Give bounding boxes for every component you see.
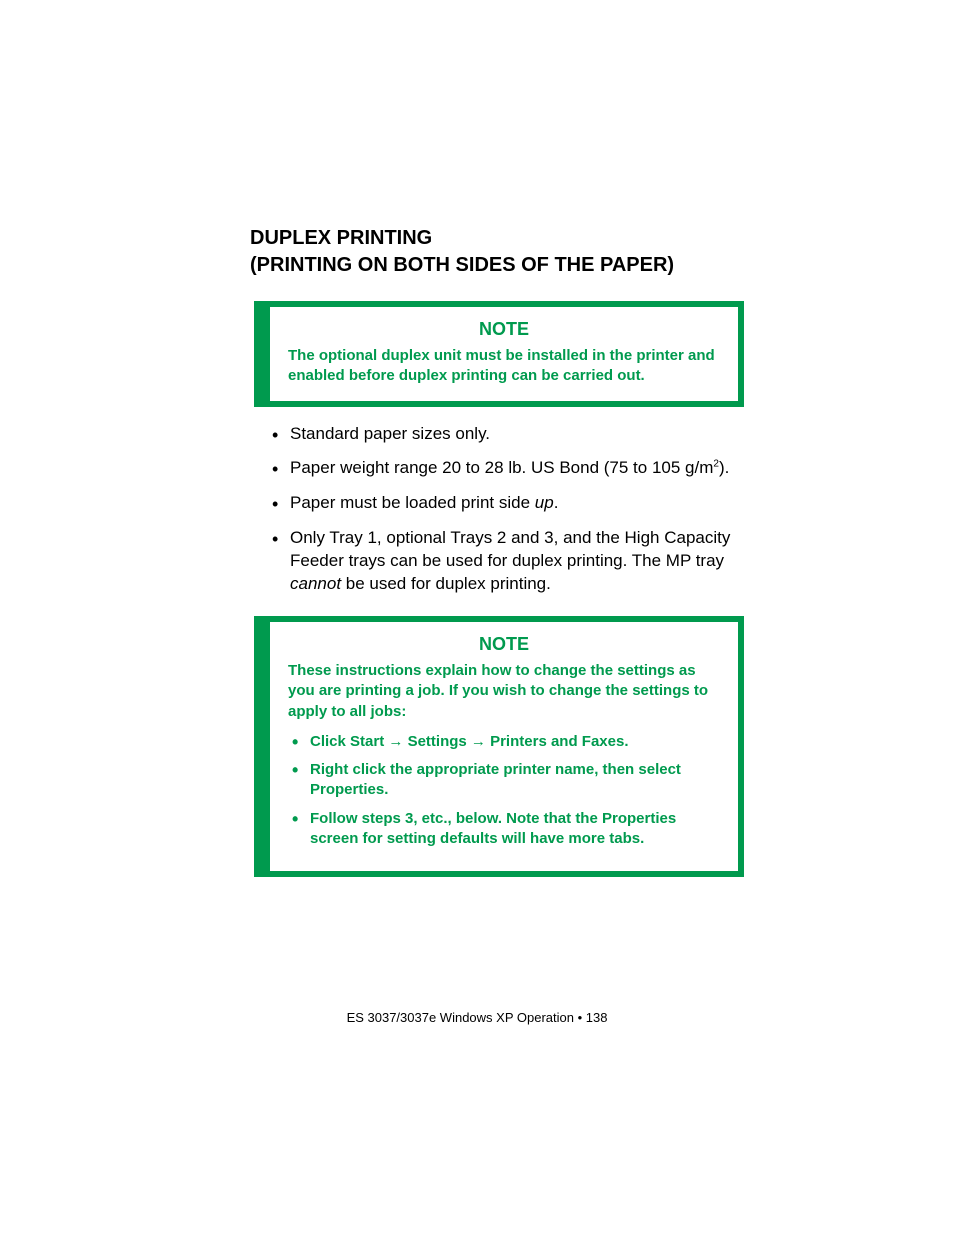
- requirements-list: Standard paper sizes only. Paper weight …: [250, 423, 744, 597]
- list-text: ).: [719, 458, 729, 477]
- italic-text: up: [535, 493, 554, 512]
- list-text: be used for duplex printing.: [341, 574, 551, 593]
- list-item: Paper weight range 20 to 28 lb. US Bond …: [290, 457, 744, 480]
- heading-line-2: (PRINTING ON BOTH SIDES OF THE PAPER): [250, 254, 674, 276]
- list-text: Paper weight range 20 to 28 lb. US Bond …: [290, 458, 713, 477]
- note-list-item: Click Start → Settings → Printers and Fa…: [306, 732, 720, 752]
- page-footer: ES 3037/3037e Windows XP Operation • 138: [0, 1010, 954, 1025]
- list-text: Standard paper sizes only.: [290, 424, 490, 443]
- list-text: Only Tray 1, optional Trays 2 and 3, and…: [290, 528, 730, 570]
- step-text: Click: [310, 733, 350, 750]
- note-list-item: Right click the appropriate printer name…: [306, 760, 720, 801]
- italic-text: cannot: [290, 574, 341, 593]
- list-item: Standard paper sizes only.: [290, 423, 744, 446]
- note-intro: These instructions explain how to change…: [288, 661, 720, 722]
- list-item: Paper must be loaded print side up.: [290, 492, 744, 515]
- note-box-1: NOTE The optional duplex unit must be in…: [254, 301, 744, 407]
- list-text: Paper must be loaded print side: [290, 493, 535, 512]
- section-heading: DUPLEX PRINTING (PRINTING ON BOTH SIDES …: [250, 225, 744, 279]
- note-list-item: Follow steps 3, etc., below. Note that t…: [306, 809, 720, 850]
- menu-path: Printers and Faxes.: [490, 733, 628, 750]
- step-text: Right click the appropriate printer name…: [310, 761, 681, 798]
- heading-line-1: DUPLEX PRINTING: [250, 227, 432, 249]
- note-title: NOTE: [288, 319, 720, 340]
- note-body: The optional duplex unit must be install…: [288, 346, 720, 387]
- list-text: .: [554, 493, 559, 512]
- note-box-2: NOTE These instructions explain how to c…: [254, 616, 744, 877]
- arrow: →: [384, 733, 407, 750]
- note-title: NOTE: [288, 634, 720, 655]
- list-item: Only Tray 1, optional Trays 2 and 3, and…: [290, 527, 744, 596]
- menu-path: Start: [350, 733, 384, 750]
- arrow: →: [467, 733, 490, 750]
- step-text: Follow steps 3, etc., below. Note that t…: [310, 810, 676, 847]
- note-steps-list: Click Start → Settings → Printers and Fa…: [288, 732, 720, 849]
- document-page: DUPLEX PRINTING (PRINTING ON BOTH SIDES …: [0, 0, 954, 877]
- menu-path: Settings: [408, 733, 467, 750]
